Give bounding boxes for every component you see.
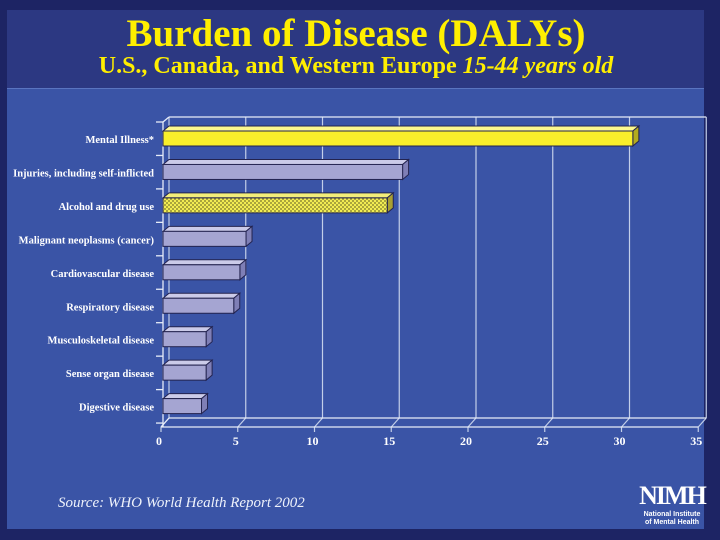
category-label-alcohol-and-drug-use: Alcohol and drug use [59, 202, 155, 213]
x-tick-label-35: 35 [690, 434, 702, 448]
x-tick-label-30: 30 [614, 434, 626, 448]
bar-malignant-neoplasms-cancer [161, 225, 254, 248]
nimh-logo: NIMH National Institute of Mental Health [636, 483, 708, 527]
category-label-cardiovascular-disease: Cardiovascular disease [51, 269, 155, 280]
subtitle-age-text: 15-44 years old [462, 53, 614, 79]
x-tick-label-5: 5 [233, 434, 239, 448]
bar-injuries-including-self-inflicted [161, 158, 410, 181]
bar-digestive-disease [161, 392, 209, 415]
x-tick-label-15: 15 [383, 434, 395, 448]
category-label-musculoskeletal-disease: Musculoskeletal disease [48, 336, 155, 347]
bar-mental-illness [161, 124, 641, 148]
title-background [7, 10, 704, 88]
x-tick-label-20: 20 [460, 434, 472, 448]
bar-cardiovascular-disease [161, 258, 248, 281]
bar-respiratory-disease [161, 292, 242, 315]
subtitle-region-text: U.S., Canada, and Western Europe [98, 53, 463, 79]
slide-title: Burden of Disease (DALYs) [126, 12, 586, 55]
slide-subtitle: U.S., Canada, and Western Europe 15-44 y… [0, 53, 712, 80]
category-label-malignant-neoplasms-cancer: Malignant neoplasms (cancer) [19, 235, 155, 246]
bar-sense-organ-disease [161, 359, 214, 382]
category-label-digestive-disease: Digestive disease [79, 403, 154, 414]
bar-alcohol-and-drug-use [161, 191, 395, 214]
category-label-sense-organ-disease: Sense organ disease [66, 369, 154, 380]
source-citation: Source: WHO World Health Report 2002 [58, 495, 305, 511]
category-label-mental-illness: Mental Illness* [85, 135, 154, 146]
nimh-logo-line1: National Institute [643, 511, 701, 518]
x-tick-label-10: 10 [307, 434, 319, 448]
x-tick-label-0: 0 [156, 434, 162, 448]
category-label-injuries-including-self-inflicted: Injuries, including self-inflicted [13, 168, 154, 179]
nimh-logo-line2: of Mental Health [644, 519, 700, 527]
nimh-logo-acronym: NIMH [639, 481, 707, 510]
category-label-respiratory-disease: Respiratory disease [66, 302, 154, 313]
nimh-logo-subtext: National Institute of Mental Health [636, 511, 708, 527]
bar-musculoskeletal-disease [161, 325, 214, 348]
x-tick-label-25: 25 [537, 434, 549, 448]
